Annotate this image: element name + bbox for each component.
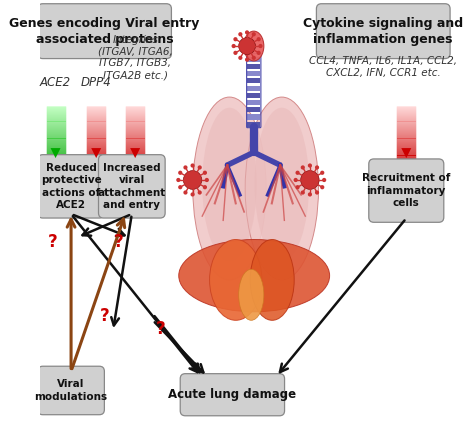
Circle shape — [301, 171, 319, 189]
Circle shape — [239, 38, 255, 54]
Circle shape — [191, 192, 195, 196]
FancyBboxPatch shape — [247, 115, 260, 119]
Circle shape — [238, 56, 242, 60]
Circle shape — [178, 185, 182, 189]
Circle shape — [252, 56, 256, 60]
Circle shape — [232, 44, 236, 48]
Circle shape — [308, 192, 312, 196]
Circle shape — [301, 190, 305, 195]
Text: Reduced
protective
actions of
ACE2: Reduced protective actions of ACE2 — [41, 163, 101, 210]
Circle shape — [183, 190, 188, 195]
FancyBboxPatch shape — [247, 64, 260, 69]
Circle shape — [295, 185, 300, 189]
FancyBboxPatch shape — [180, 374, 284, 416]
FancyBboxPatch shape — [247, 122, 260, 127]
Text: ?: ? — [156, 320, 166, 338]
Text: ?: ? — [100, 307, 109, 325]
FancyBboxPatch shape — [99, 155, 165, 218]
Ellipse shape — [193, 97, 266, 280]
Text: Cytokine signaling and
inflammation genes: Cytokine signaling and inflammation gene… — [303, 17, 463, 46]
Ellipse shape — [239, 269, 264, 320]
FancyBboxPatch shape — [38, 366, 104, 415]
FancyBboxPatch shape — [38, 4, 172, 59]
Circle shape — [191, 163, 195, 168]
Circle shape — [245, 30, 249, 35]
FancyBboxPatch shape — [38, 155, 104, 218]
FancyBboxPatch shape — [247, 86, 260, 91]
Circle shape — [233, 37, 237, 42]
Ellipse shape — [210, 240, 262, 320]
Text: CCL4, TNFA, IL6, IL1A, CCL2,
CXCL2, IFN, CCR1 etc.: CCL4, TNFA, IL6, IL1A, CCL2, CXCL2, IFN,… — [309, 56, 457, 78]
Text: Acute lung damage: Acute lung damage — [168, 388, 296, 401]
Circle shape — [203, 171, 207, 175]
Circle shape — [256, 51, 261, 55]
FancyBboxPatch shape — [369, 159, 444, 222]
FancyBboxPatch shape — [247, 100, 260, 105]
Text: Integrins
(ITGAV, ITGA6,
ITGB7, ITGB3,
ITGA2B etc.): Integrins (ITGAV, ITGA6, ITGB7, ITGB3, I… — [98, 35, 173, 80]
Circle shape — [308, 163, 312, 168]
FancyBboxPatch shape — [247, 56, 260, 62]
Text: Recruitment of
inflammatory
cells: Recruitment of inflammatory cells — [362, 173, 450, 208]
Text: Increased
viral
attachment
and entry: Increased viral attachment and entry — [98, 163, 166, 210]
Circle shape — [238, 32, 242, 36]
Ellipse shape — [244, 31, 264, 61]
Circle shape — [245, 57, 249, 62]
Circle shape — [203, 185, 207, 189]
Text: DPP4: DPP4 — [81, 76, 111, 89]
FancyBboxPatch shape — [247, 93, 260, 98]
Circle shape — [258, 44, 263, 48]
Text: ?: ? — [47, 233, 57, 251]
Circle shape — [320, 185, 324, 189]
Circle shape — [233, 51, 237, 55]
FancyBboxPatch shape — [247, 71, 260, 76]
Circle shape — [183, 165, 188, 169]
Circle shape — [301, 165, 305, 169]
Ellipse shape — [245, 97, 319, 280]
Circle shape — [322, 178, 326, 182]
Text: ?: ? — [114, 233, 123, 251]
Ellipse shape — [202, 108, 257, 261]
Ellipse shape — [179, 240, 329, 312]
Ellipse shape — [255, 108, 309, 261]
Circle shape — [183, 171, 202, 189]
Circle shape — [295, 171, 300, 175]
Text: Genes encoding Viral entry
associated proteins: Genes encoding Viral entry associated pr… — [9, 17, 200, 46]
FancyBboxPatch shape — [317, 4, 450, 59]
Text: Viral
modulations: Viral modulations — [35, 379, 108, 401]
Circle shape — [293, 178, 298, 182]
Circle shape — [256, 37, 261, 42]
Circle shape — [315, 165, 319, 169]
Circle shape — [198, 190, 202, 195]
Circle shape — [315, 190, 319, 195]
FancyBboxPatch shape — [247, 78, 260, 83]
Circle shape — [320, 171, 324, 175]
Circle shape — [176, 178, 181, 182]
FancyBboxPatch shape — [247, 107, 260, 113]
Circle shape — [205, 178, 209, 182]
Circle shape — [252, 32, 256, 36]
Text: ACE2: ACE2 — [40, 76, 71, 89]
Circle shape — [178, 171, 182, 175]
Ellipse shape — [250, 240, 294, 320]
Circle shape — [198, 165, 202, 169]
